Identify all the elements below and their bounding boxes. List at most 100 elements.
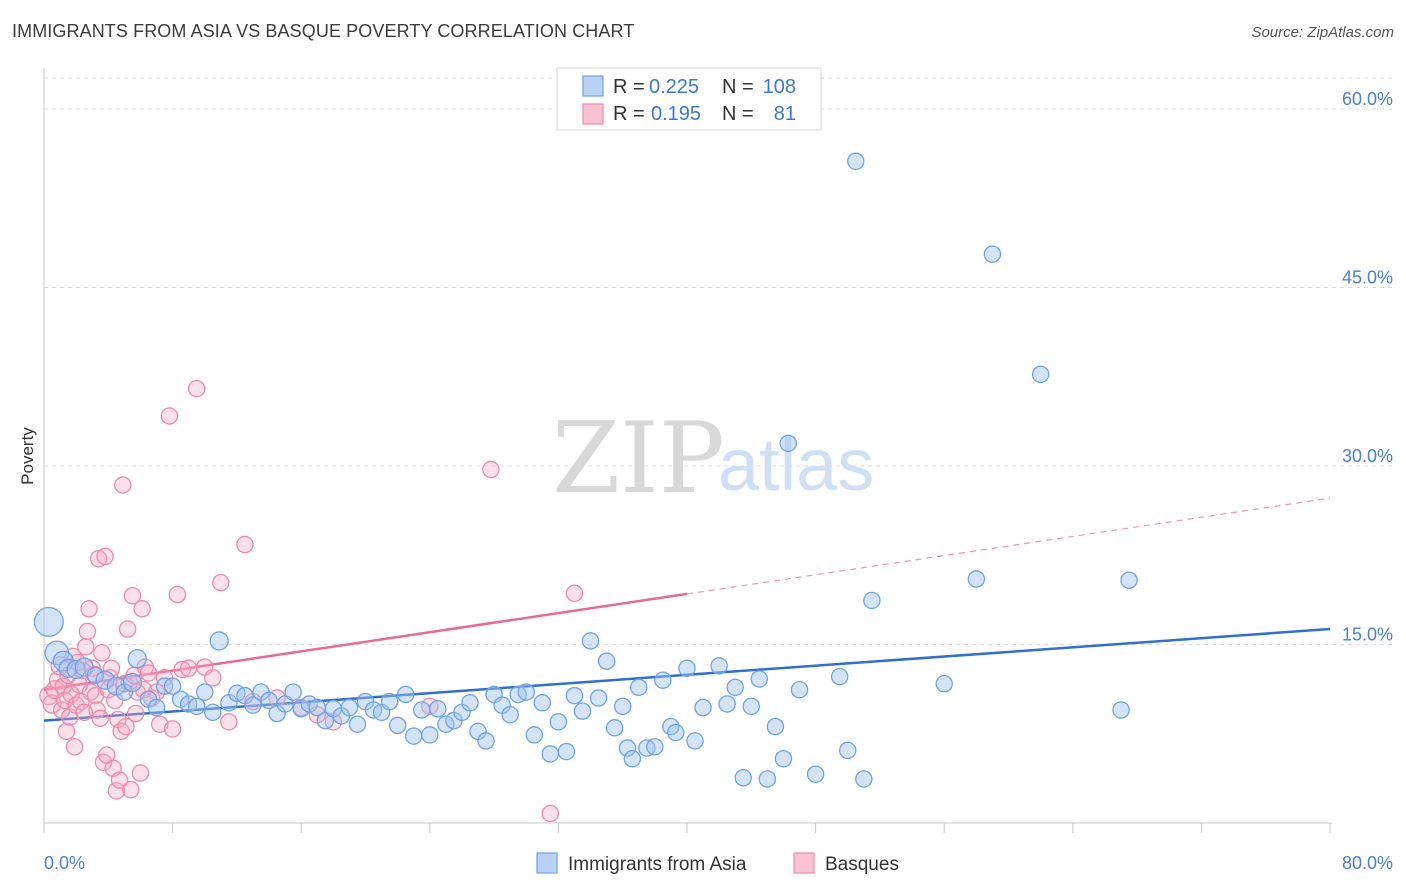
point-asia (380, 692, 399, 711)
point-basques (163, 720, 182, 738)
point-asia (541, 745, 560, 763)
point-asia (517, 683, 536, 701)
point-basques (75, 703, 93, 722)
point-asia (204, 703, 222, 722)
point-basques (236, 535, 254, 554)
point-asia (839, 741, 857, 760)
point-asia (195, 683, 214, 701)
point-basques (78, 622, 97, 641)
point-asia (734, 769, 753, 787)
point-asia (86, 666, 105, 685)
point-basques (77, 638, 95, 656)
point-asia (429, 700, 447, 718)
point-asia (581, 632, 600, 650)
point-asia (710, 657, 728, 675)
point-basques (117, 717, 135, 736)
point-asia (404, 727, 423, 745)
point-basques (131, 764, 150, 782)
point-basques (160, 407, 179, 425)
y-tick-label: 45.0% (1342, 267, 1393, 287)
point-asia (127, 649, 147, 669)
y-tick-label: 15.0% (1342, 624, 1393, 644)
point-asia (750, 670, 769, 688)
point-asia (209, 631, 229, 651)
point-asia (396, 685, 415, 704)
point-asia (806, 765, 825, 783)
source-label: Source: ZipAtlas.com (1251, 24, 1394, 41)
point-basques (126, 704, 145, 723)
point-asia (605, 719, 624, 737)
point-asia (589, 689, 608, 707)
axes (43, 68, 1332, 833)
point-asia (388, 716, 407, 735)
point-asia (340, 698, 359, 717)
point-basques (133, 600, 151, 618)
data-points (33, 152, 1138, 823)
bottom-legend-label-asia: Immigrants from Asia (568, 854, 747, 875)
tick-labels: 15.0% 30.0% 45.0% 60.0% 0.0% 80.0% (44, 89, 1393, 873)
trend-line-asia (43, 627, 1331, 722)
point-asia (830, 667, 849, 686)
point-basques (96, 547, 114, 566)
point-asia (187, 697, 206, 716)
point-asia (630, 678, 648, 697)
chart-title: IMMIGRANTS FROM ASIA VS BASQUE POVERTY C… (12, 21, 635, 41)
legend-n-value-asia: 108 (763, 76, 796, 98)
point-basques (212, 573, 230, 592)
y-tick-label: 30.0% (1342, 446, 1393, 466)
point-asia (348, 715, 367, 733)
point-asia (618, 739, 637, 757)
point-asia (774, 749, 793, 768)
point-asia (935, 675, 953, 693)
trend-line-extension-basques (686, 497, 1331, 595)
point-basques (80, 600, 98, 618)
point-asia (95, 670, 115, 690)
trend-lines (43, 497, 1331, 722)
point-asia (573, 702, 592, 720)
point-basques (139, 664, 158, 682)
point-asia (1031, 365, 1050, 384)
point-basques (65, 738, 84, 756)
watermark: ZIP atlas (552, 402, 874, 516)
x-tick-label-max: 80.0% (1342, 853, 1393, 873)
point-basques (107, 782, 126, 800)
point-asia (742, 697, 761, 716)
point-asia (686, 732, 704, 750)
point-basques (187, 379, 206, 398)
point-asia (477, 732, 495, 750)
point-asia (501, 705, 519, 724)
point-asia (58, 658, 78, 678)
point-asia (421, 726, 439, 744)
point-basques (482, 460, 500, 479)
point-asia (855, 770, 873, 788)
point-basques (541, 804, 560, 823)
bottom-legend-label-basques: Basques (825, 854, 899, 875)
y-tick-label: 60.0% (1342, 89, 1393, 109)
point-asia (557, 742, 576, 761)
point-asia (284, 683, 302, 701)
point-asia (276, 695, 294, 713)
grid-lines (44, 77, 1394, 645)
point-asia (163, 677, 182, 695)
point-asia (718, 695, 736, 713)
point-basques (110, 771, 129, 789)
legend-swatch-basques (582, 103, 604, 125)
y-axis-title: Poverty (18, 427, 37, 485)
point-asia (565, 686, 584, 705)
x-tick-label-min: 0.0% (44, 853, 85, 873)
point-asia (766, 717, 785, 736)
point-asia (533, 694, 552, 712)
point-basques (220, 713, 238, 731)
point-asia (597, 652, 616, 670)
point-asia (1120, 571, 1138, 589)
legend-r-label-basques: R = (613, 103, 645, 125)
point-basques (114, 476, 132, 494)
trend-line-basques (43, 592, 688, 691)
point-asia (654, 671, 672, 689)
point-asia (461, 694, 479, 712)
point-basques (204, 669, 222, 687)
point-asia (847, 152, 865, 171)
point-basques (173, 660, 191, 679)
point-asia (122, 672, 143, 693)
